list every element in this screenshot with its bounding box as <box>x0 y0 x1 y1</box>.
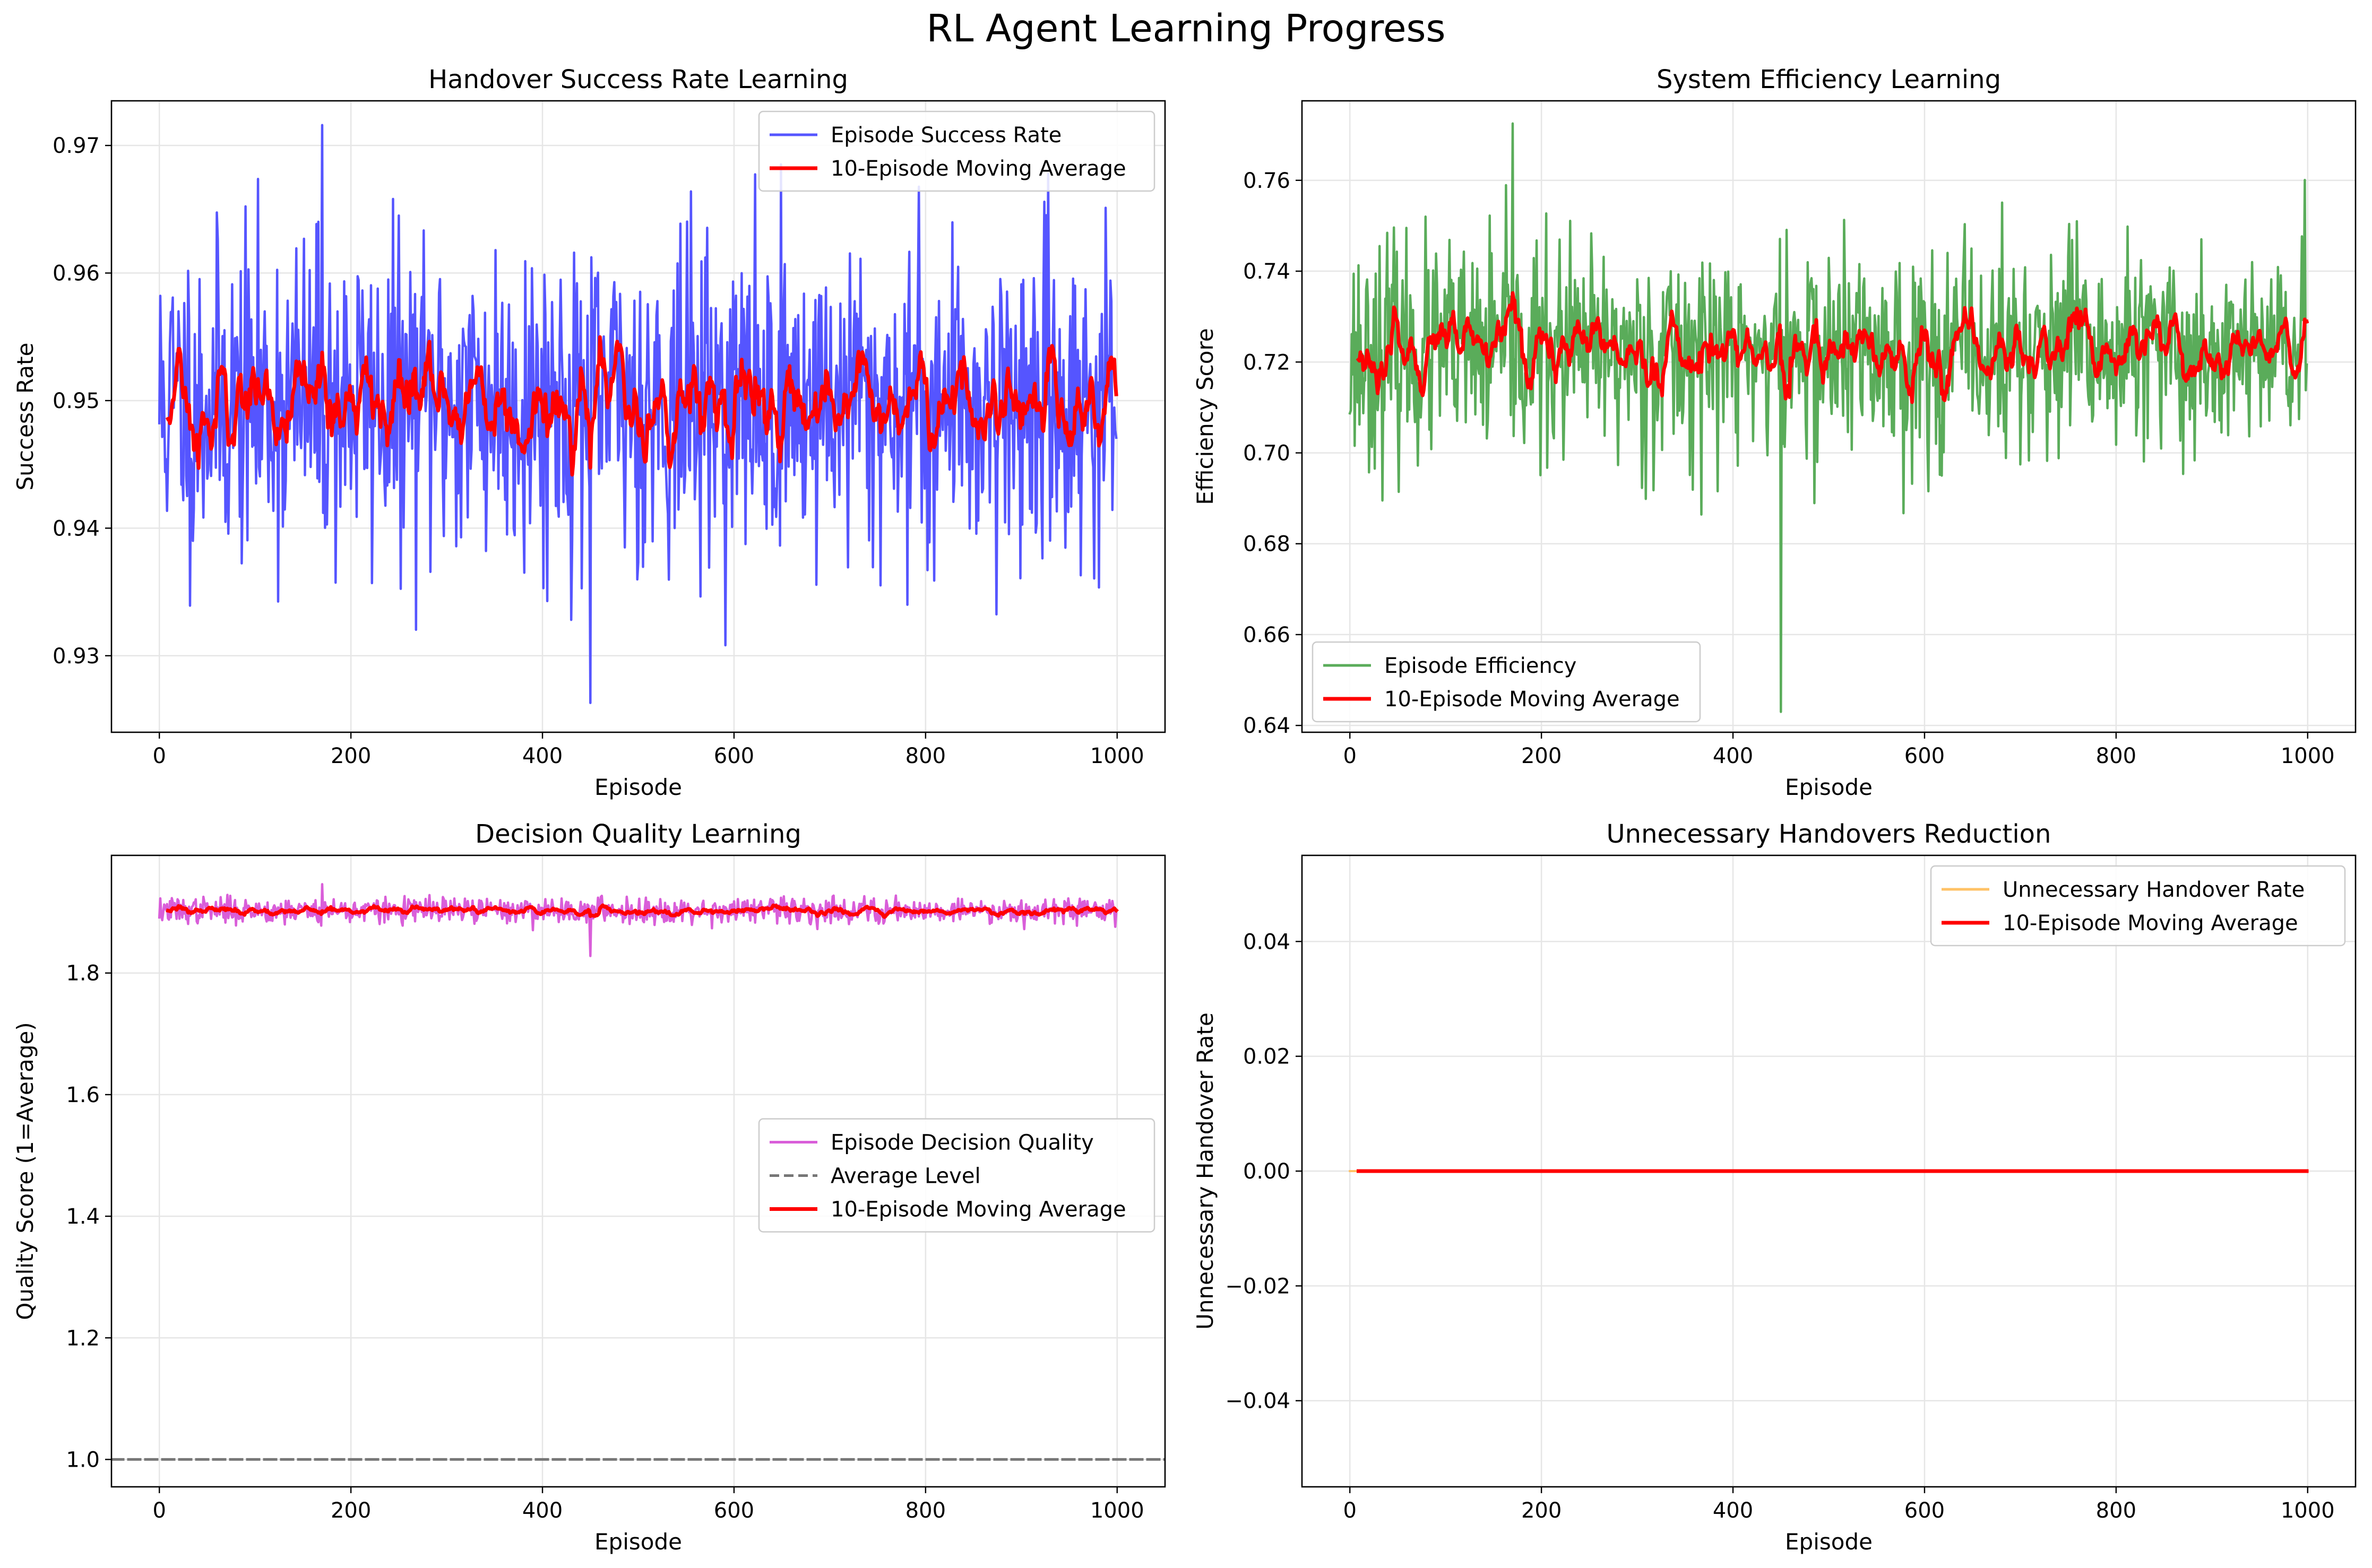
y-tick-label: 1.0 <box>66 1448 100 1472</box>
chart-panel-success: 0 200 400 600 800 1000 0.93 0.94 0.95 0.96 0.97 Han… <box>12 65 1166 800</box>
chart-title: System Efficiency Learning <box>1657 65 2001 94</box>
x-axis-label: Episode <box>1785 774 1873 800</box>
legend-label: Average Level <box>831 1164 981 1189</box>
legend-box <box>758 1118 1155 1233</box>
legend-label: 10-Episode Moving Average <box>831 157 1126 181</box>
y-tick-label: 0.97 <box>53 134 100 158</box>
x-tick-label: 200 <box>1521 744 1562 768</box>
axes-frame <box>110 100 1166 733</box>
series-line-0 <box>158 883 1118 957</box>
y-tick-label: −0.02 <box>1225 1274 1290 1298</box>
y-tick-label: 0.64 <box>1243 714 1290 738</box>
chart-panel-quality: 0 200 400 600 800 1000 1.0 1.2 1.4 1.6 1.8 Decision… <box>12 819 1166 1555</box>
series-line-0 <box>1348 122 2308 713</box>
x-tick-label: 800 <box>2096 1498 2136 1523</box>
series-line-2 <box>166 903 1119 919</box>
y-tick-label: 0.66 <box>1243 623 1290 647</box>
legend: Episode Success Rate 10-Episode Moving Av… <box>758 110 1155 192</box>
x-tick-label: 800 <box>905 1498 946 1523</box>
chart-panel-unnecessary: 0 200 400 600 800 1000 −0.04 −0.02 0.00 0.02 0.04 U… <box>1192 819 2357 1555</box>
figure-title: RL Agent Learning Progress <box>926 6 1446 50</box>
chart-title: Handover Success Rate Learning <box>428 65 848 94</box>
y-tick-label: 0.72 <box>1243 350 1290 375</box>
axes-frame <box>110 854 1166 1488</box>
x-tick-label: 200 <box>331 744 371 768</box>
legend: Episode Efficiency 10-Episode Moving Aver… <box>1312 641 1701 723</box>
chart-panel-efficiency: 0 200 400 600 800 1000 0.64 0.66 0.68 0.70 0.72 0.7… <box>1192 65 2357 800</box>
y-tick-label: 0.02 <box>1243 1045 1290 1069</box>
x-tick-label: 800 <box>2096 744 2136 768</box>
y-axis-label: Efficiency Score <box>1192 328 1218 505</box>
series-line-0 <box>158 124 1118 704</box>
x-axis-label: Episode <box>594 1529 682 1555</box>
chart-title: Unnecessary Handovers Reduction <box>1607 819 2051 849</box>
plot-area <box>1348 122 2309 713</box>
x-tick-label: 200 <box>1521 1498 1562 1523</box>
y-tick-label: 0.76 <box>1243 169 1290 193</box>
y-axis-label: Unnecessary Handover Rate <box>1192 1012 1218 1330</box>
axes-frame <box>1301 100 2357 733</box>
y-tick-label: −0.04 <box>1225 1389 1290 1414</box>
y-tick-label: 0.68 <box>1243 532 1290 557</box>
y-tick-label: 1.4 <box>66 1205 100 1229</box>
plot-area <box>111 883 1165 1461</box>
x-tick-label: 600 <box>1904 1498 1945 1523</box>
y-axis-label: Success Rate <box>12 343 38 491</box>
legend-label: 10-Episode Moving Average <box>831 1198 1126 1222</box>
y-tick-label: 1.6 <box>66 1083 100 1107</box>
x-tick-label: 0 <box>1343 1498 1357 1523</box>
chart-title: Decision Quality Learning <box>475 819 801 849</box>
y-tick-label: 0.70 <box>1243 441 1290 465</box>
x-axis-label: Episode <box>594 774 682 800</box>
x-tick-label: 0 <box>153 1498 166 1523</box>
x-tick-label: 1000 <box>1090 1498 1144 1523</box>
x-tick-label: 0 <box>1343 744 1357 768</box>
x-tick-label: 400 <box>1713 1498 1753 1523</box>
y-tick-label: 0.96 <box>53 262 100 286</box>
y-tick-label: 1.8 <box>66 961 100 986</box>
x-tick-label: 1000 <box>2281 744 2335 768</box>
legend-box <box>1312 641 1701 723</box>
x-tick-label: 800 <box>905 744 946 768</box>
legend-label: Episode Efficiency <box>1384 654 1576 678</box>
y-tick-label: 1.2 <box>66 1326 100 1350</box>
x-tick-label: 1000 <box>2281 1498 2335 1523</box>
y-tick-label: 0.95 <box>53 389 100 413</box>
y-tick-label: 0.74 <box>1243 259 1290 284</box>
x-tick-label: 1000 <box>1090 744 1144 768</box>
x-tick-label: 600 <box>714 744 754 768</box>
legend-label: 10-Episode Moving Average <box>2003 911 2298 935</box>
y-tick-label: 0.04 <box>1243 930 1290 954</box>
x-tick-label: 200 <box>331 1498 371 1523</box>
series-line-1 <box>1356 291 2309 404</box>
x-axis-label: Episode <box>1785 1529 1873 1555</box>
legend: Episode Decision Quality Average Level 10-… <box>758 1118 1155 1233</box>
y-axis-label: Quality Score (1=Average) <box>12 1022 38 1320</box>
series-line-1 <box>165 335 1118 477</box>
x-tick-label: 600 <box>714 1498 754 1523</box>
legend-label: Unnecessary Handover Rate <box>2003 878 2305 902</box>
legend-label: Episode Success Rate <box>831 123 1062 148</box>
legend-label: Episode Decision Quality <box>831 1131 1094 1155</box>
legend-label: 10-Episode Moving Average <box>1384 687 1680 712</box>
x-tick-label: 400 <box>522 1498 563 1523</box>
y-tick-label: 0.94 <box>53 516 100 541</box>
x-tick-label: 400 <box>1713 744 1753 768</box>
x-tick-label: 400 <box>522 744 563 768</box>
legend-box <box>1930 865 2346 947</box>
x-tick-label: 600 <box>1904 744 1945 768</box>
y-tick-label: 0.00 <box>1243 1159 1290 1184</box>
legend-box <box>758 110 1155 192</box>
x-tick-label: 0 <box>153 744 166 768</box>
plot-area <box>158 124 1118 704</box>
y-tick-label: 0.93 <box>53 644 100 669</box>
legend: Unnecessary Handover Rate 10-Episode Movi… <box>1930 865 2346 947</box>
